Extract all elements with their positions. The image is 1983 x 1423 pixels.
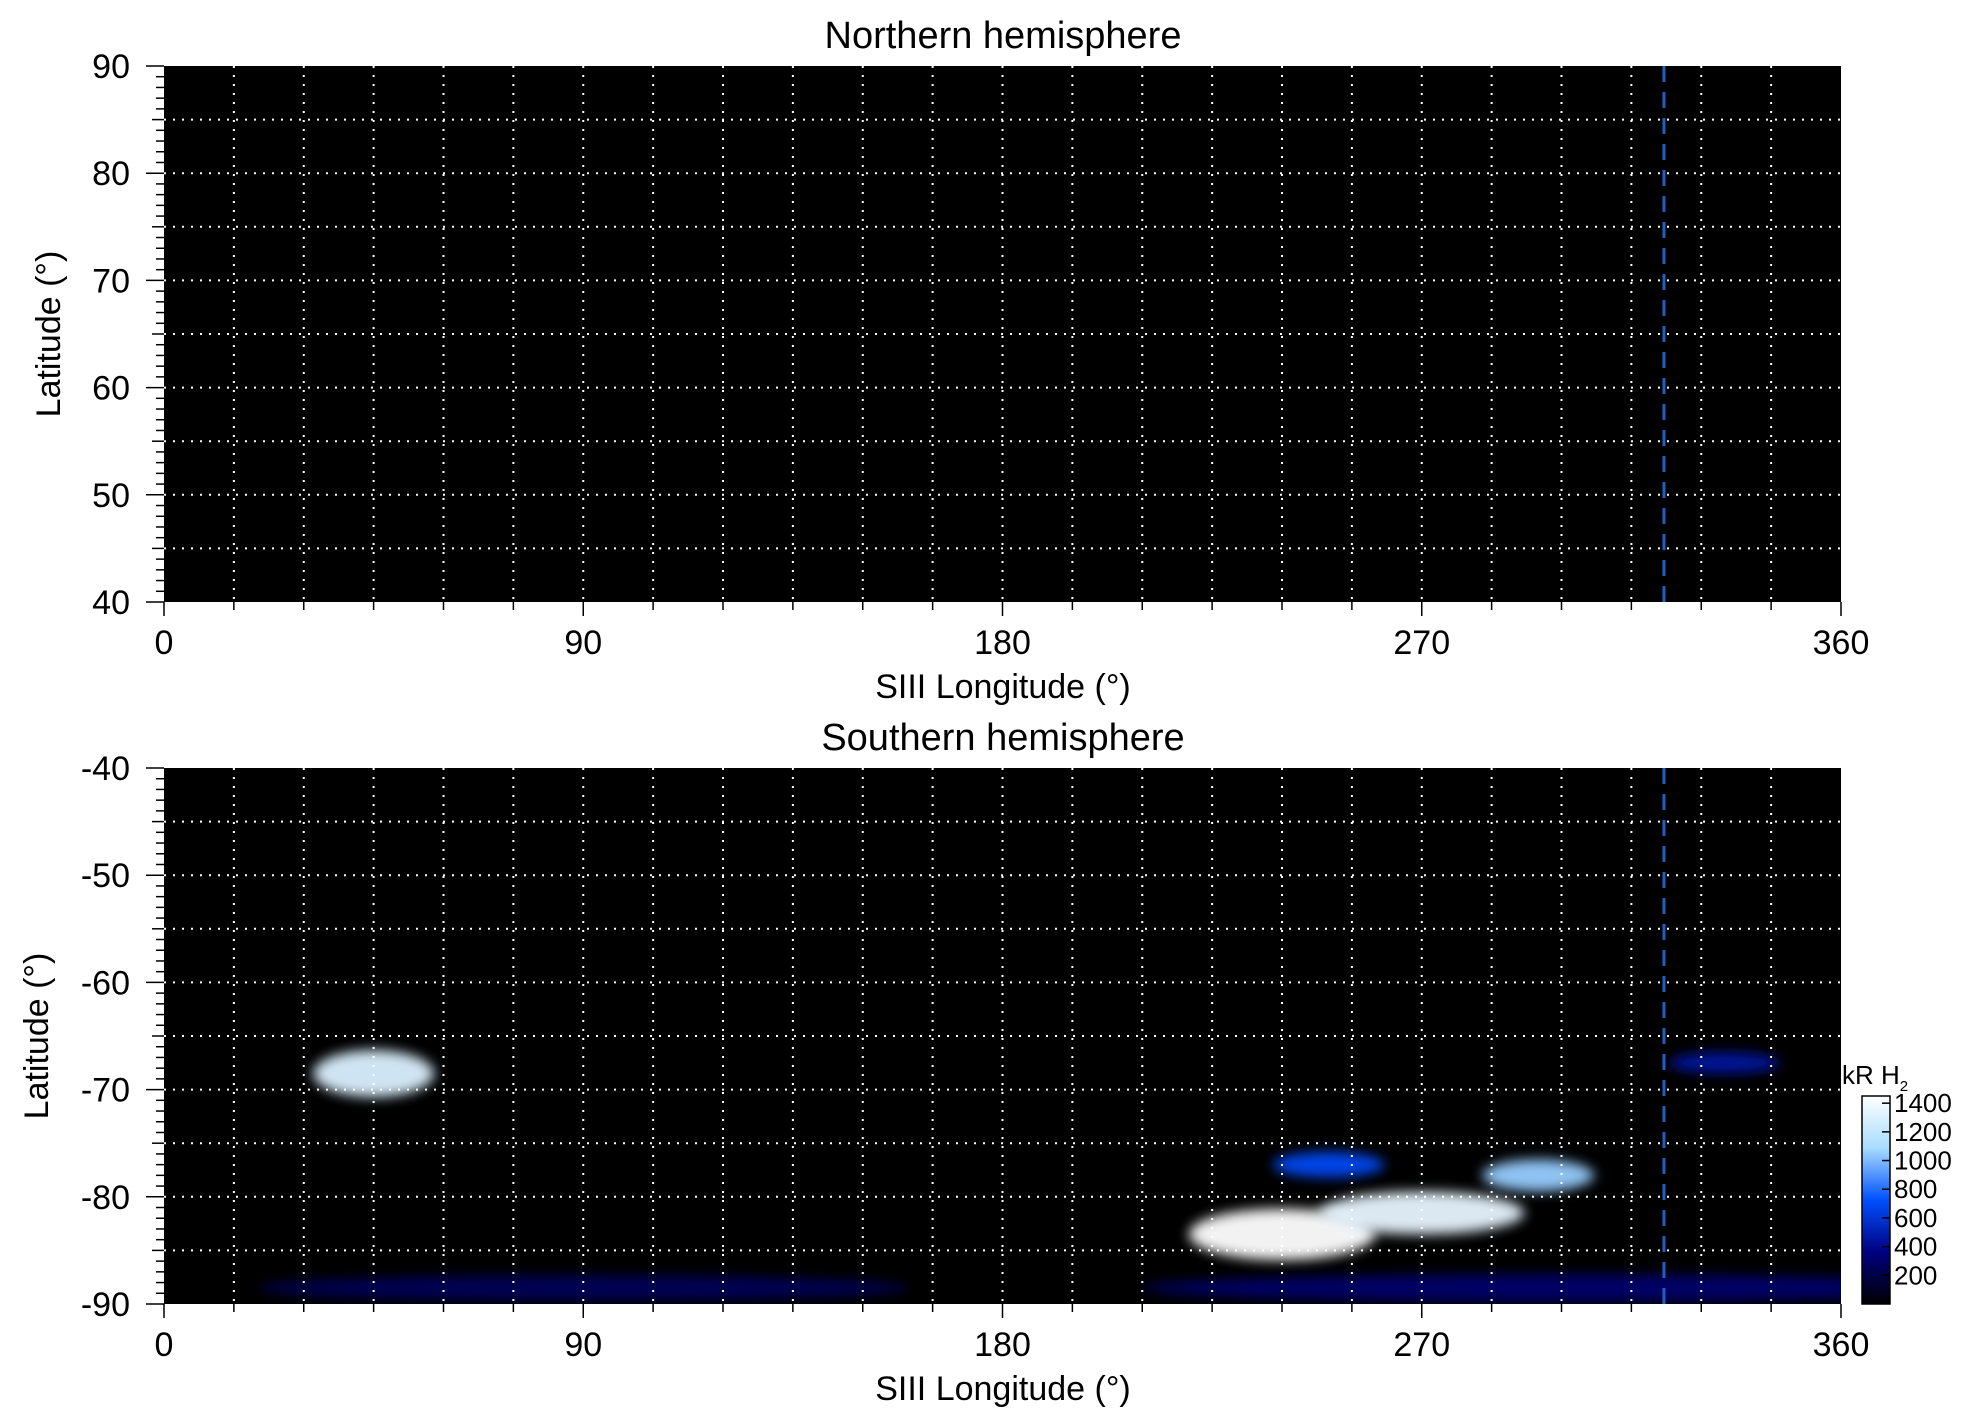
south-y-tick-label: -60 (81, 964, 130, 1002)
colorbar-label-subscript: 2 (1900, 1078, 1908, 1095)
north-x-tick-labels: 0 90 180 270 360 (155, 624, 1870, 662)
south-x-tick-label: 180 (974, 1326, 1031, 1364)
north-x-tick-label: 180 (974, 624, 1031, 662)
colorbar-tick-label: 1400 (1894, 1088, 1952, 1118)
north-title: Northern hemisphere (825, 15, 1182, 57)
north-y-tick-label: 80 (92, 155, 130, 193)
south-emission-feature (1668, 1052, 1781, 1074)
south-emission-feature (1272, 1151, 1385, 1178)
south-emission-feature (257, 1275, 910, 1301)
south-emission-feature (313, 1049, 435, 1098)
colorbar-label-text: kR H (1842, 1060, 1900, 1090)
north-y-tick-label: 50 (92, 477, 130, 515)
south-y-tick-labels: -90 -80 -70 -60 -50 -40 (81, 750, 130, 1324)
south-x-tick-label: 0 (155, 1326, 174, 1364)
south-y-tick-label: -40 (81, 750, 130, 788)
north-x-tick-label: 90 (564, 624, 602, 662)
south-ylabel: Latitude (°) (18, 953, 56, 1120)
south-xlabel: SIII Longitude (°) (875, 1370, 1131, 1408)
south-heatmap (257, 1049, 1841, 1302)
colorbar-label: kR H2 (1842, 1060, 1908, 1095)
south-y-tick-label: -90 (81, 1286, 130, 1324)
south-title: Southern hemisphere (821, 717, 1184, 759)
north-x-tick-label: 270 (1393, 624, 1450, 662)
south-y-tick-label: -70 (81, 1072, 130, 1110)
colorbar-tick-label: 800 (1894, 1174, 1937, 1204)
colorbar-tick-label: 1000 (1894, 1146, 1952, 1176)
north-y-tick-labels: 40 50 60 70 80 90 (92, 48, 130, 622)
colorbar-tick-label: 600 (1894, 1203, 1937, 1233)
south-x-tick-label: 270 (1393, 1326, 1450, 1364)
north-y-tick-label: 70 (92, 262, 130, 300)
south-x-tick-label: 90 (564, 1326, 602, 1364)
south-panel: Southern hemisphere 0 90 180 270 360 -90-80-… (18, 717, 1870, 1408)
north-axis-ticks (146, 65, 1842, 616)
north-xlabel: SIII Longitude (°) (875, 668, 1131, 706)
south-emission-feature (1482, 1159, 1595, 1192)
south-x-tick-label: 360 (1813, 1326, 1870, 1364)
south-x-tick-labels: 0 90 180 270 360 (155, 1326, 1870, 1364)
north-x-tick-label: 0 (155, 624, 174, 662)
south-grid (164, 768, 1841, 1304)
south-emission-feature (1142, 1273, 1841, 1302)
south-emission-feature (1319, 1191, 1525, 1235)
colorbar-tick-label: 400 (1894, 1232, 1937, 1262)
north-y-tick-label: 60 (92, 370, 130, 408)
south-axis-ticks (146, 767, 1842, 1318)
north-panel: Northern hemisphere 0 90 180 270 360 40 50 60 7… (30, 15, 1869, 706)
north-y-tick-label: 90 (92, 48, 130, 86)
north-x-tick-label: 360 (1813, 624, 1870, 662)
south-y-tick-label: -50 (81, 857, 130, 895)
colorbar-tick-label: 1200 (1894, 1117, 1952, 1147)
north-grid (164, 66, 1841, 602)
north-ylabel: Latitude (°) (30, 251, 68, 418)
colorbar-gradient (1861, 1095, 1891, 1305)
colorbar-tick-label: 200 (1894, 1260, 1937, 1290)
south-y-tick-label: -80 (81, 1179, 130, 1217)
north-y-tick-label: 40 (92, 584, 130, 622)
